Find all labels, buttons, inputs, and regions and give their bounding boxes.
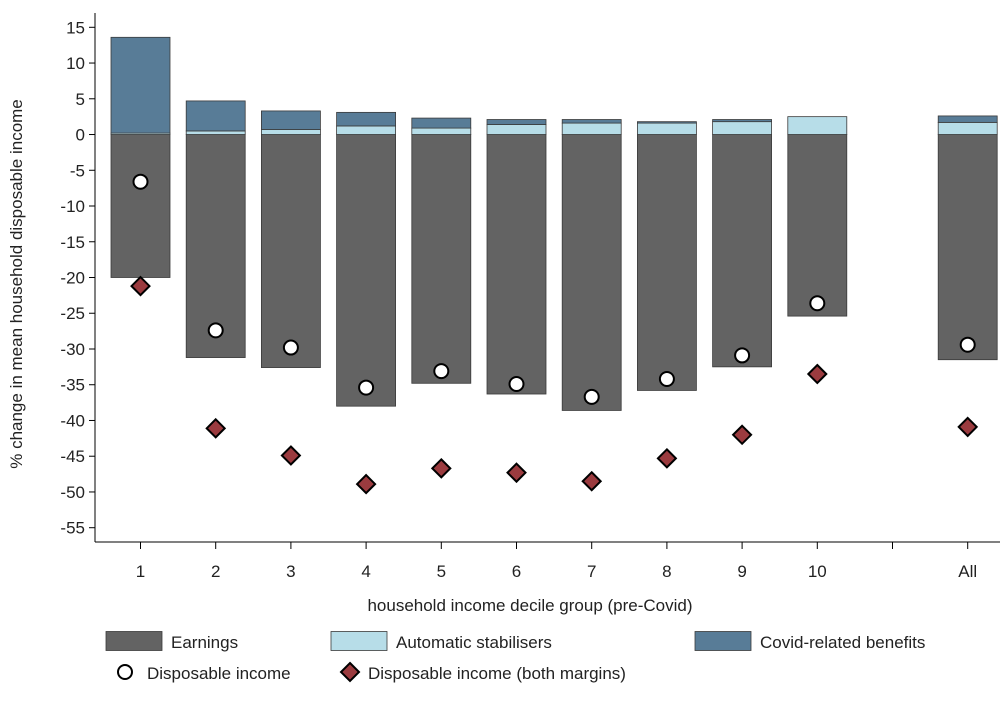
bar-automatic-stabilisers-2 <box>185 130 246 135</box>
bar-automatic-stabilisers-8 <box>637 122 697 135</box>
bar-covid-related-benefits-5 <box>411 117 472 129</box>
y-tick-label: 10 <box>66 54 85 73</box>
legend-label-automatic-stabilisers: Automatic stabilisers <box>396 633 552 652</box>
bar-earnings-6 <box>486 134 547 395</box>
y-tick-label: -20 <box>60 269 85 288</box>
bar-earnings-7 <box>561 134 622 411</box>
x-tick-label: 4 <box>361 562 370 581</box>
bar-covid-related-benefits-1 <box>110 36 171 134</box>
point-disposable-income <box>809 295 826 312</box>
bar-earnings-all <box>937 134 998 361</box>
y-tick-label: 5 <box>76 90 85 109</box>
point-disposable-income-both-margins <box>957 416 979 438</box>
point-disposable-income <box>282 339 299 356</box>
x-tick-label: 8 <box>662 562 671 581</box>
bar-earnings-1 <box>110 134 171 278</box>
point-disposable-income-both-margins <box>205 417 227 439</box>
bar-covid-related-benefits-8 <box>637 121 697 124</box>
x-tick-label: 6 <box>512 562 521 581</box>
point-disposable-income-both-margins <box>731 424 753 446</box>
bar-covid-related-benefits-2 <box>185 100 246 132</box>
legend-marker-disposable-income-both-margins <box>339 661 361 683</box>
bar-automatic-stabilisers-4 <box>336 125 397 135</box>
y-tick-label: -40 <box>60 411 85 430</box>
bar-earnings-2 <box>185 134 246 358</box>
point-disposable-income-both-margins <box>430 457 452 479</box>
point-disposable-income <box>508 376 525 393</box>
x-tick-label: 2 <box>211 562 220 581</box>
point-disposable-income-both-margins <box>506 462 527 484</box>
y-tick-label: -45 <box>60 447 85 466</box>
x-axis-label: household income decile group (pre-Covid… <box>367 596 692 615</box>
point-disposable-income-both-margins <box>581 470 603 492</box>
bar-earnings-10 <box>787 134 848 317</box>
x-tick-label: 3 <box>286 562 295 581</box>
y-tick-label: -10 <box>60 197 85 216</box>
point-disposable-income <box>433 363 450 380</box>
plot-area: 15 10 5 0 -5 -10 -15 -20 -25 -30 -35 -40 -45 -50 -55 1 2… <box>60 13 1000 581</box>
point-disposable-income-both-margins <box>656 447 678 469</box>
x-tick-label: 10 <box>808 562 827 581</box>
bar-automatic-stabilisers-9 <box>712 121 772 135</box>
bar-automatic-stabilisers-6 <box>486 124 547 135</box>
point-disposable-income-both-margins <box>355 473 377 495</box>
bar-automatic-stabilisers-3 <box>260 129 321 135</box>
y-tick-label: -50 <box>60 483 85 502</box>
point-disposable-income-both-margins <box>130 275 151 297</box>
bar-automatic-stabilisers-all <box>937 121 998 135</box>
point-disposable-income <box>583 388 600 405</box>
x-tick-label: All <box>958 562 977 581</box>
legend: Earnings Automatic stabilisers Covid-relat… <box>105 631 925 683</box>
bar-covid-related-benefits-3 <box>260 110 321 130</box>
y-tick-label: -55 <box>60 519 85 538</box>
legend-label-disposable-income: Disposable income <box>147 664 291 683</box>
point-disposable-income-both-margins <box>806 363 828 385</box>
legend-swatch-earnings <box>105 631 163 651</box>
x-tick-label: 5 <box>437 562 446 581</box>
y-axis-label: % change in mean household disposable in… <box>7 99 26 469</box>
point-disposable-income <box>734 347 751 364</box>
bar-covid-related-benefits-all <box>937 115 998 123</box>
bar-automatic-stabilisers-5 <box>411 127 472 135</box>
y-tick-label: -5 <box>70 161 85 180</box>
point-disposable-income <box>658 371 675 388</box>
bar-earnings-5 <box>411 134 472 384</box>
y-tick-label: 0 <box>76 126 85 145</box>
x-tick-label: 1 <box>136 562 145 581</box>
legend-swatch-covid-related-benefits <box>694 631 752 651</box>
y-tick-label: 15 <box>66 18 85 37</box>
y-tick-label: -35 <box>60 376 85 395</box>
point-disposable-income <box>207 322 224 339</box>
bar-covid-related-benefits-6 <box>486 119 547 125</box>
bar-earnings-8 <box>637 134 697 391</box>
legend-label-disposable-income-both-margins: Disposable income (both margins) <box>368 664 626 683</box>
legend-marker-disposable-income <box>117 664 133 680</box>
y-tick-label: -25 <box>60 304 85 323</box>
bar-covid-related-benefits-4 <box>336 111 397 127</box>
legend-swatch-automatic-stabilisers <box>330 631 388 651</box>
bar-automatic-stabilisers-10 <box>787 116 848 135</box>
point-disposable-income <box>132 173 149 190</box>
point-disposable-income-both-margins <box>280 445 302 466</box>
point-disposable-income <box>358 379 375 396</box>
x-tick-label: 9 <box>737 562 746 581</box>
bar-earnings-4 <box>336 134 397 407</box>
bar-covid-related-benefits-7 <box>561 119 622 124</box>
legend-label-covid-related-benefits: Covid-related benefits <box>760 633 925 652</box>
legend-label-earnings: Earnings <box>171 633 238 652</box>
x-tick-label: 7 <box>587 562 596 581</box>
bar-automatic-stabilisers-7 <box>561 122 622 135</box>
bar-covid-related-benefits-9 <box>712 119 772 123</box>
bar-earnings-3 <box>260 134 321 368</box>
y-tick-label: -15 <box>60 233 85 252</box>
bar-earnings-9 <box>712 134 772 368</box>
y-tick-label: -30 <box>60 340 85 359</box>
point-disposable-income <box>959 336 976 353</box>
